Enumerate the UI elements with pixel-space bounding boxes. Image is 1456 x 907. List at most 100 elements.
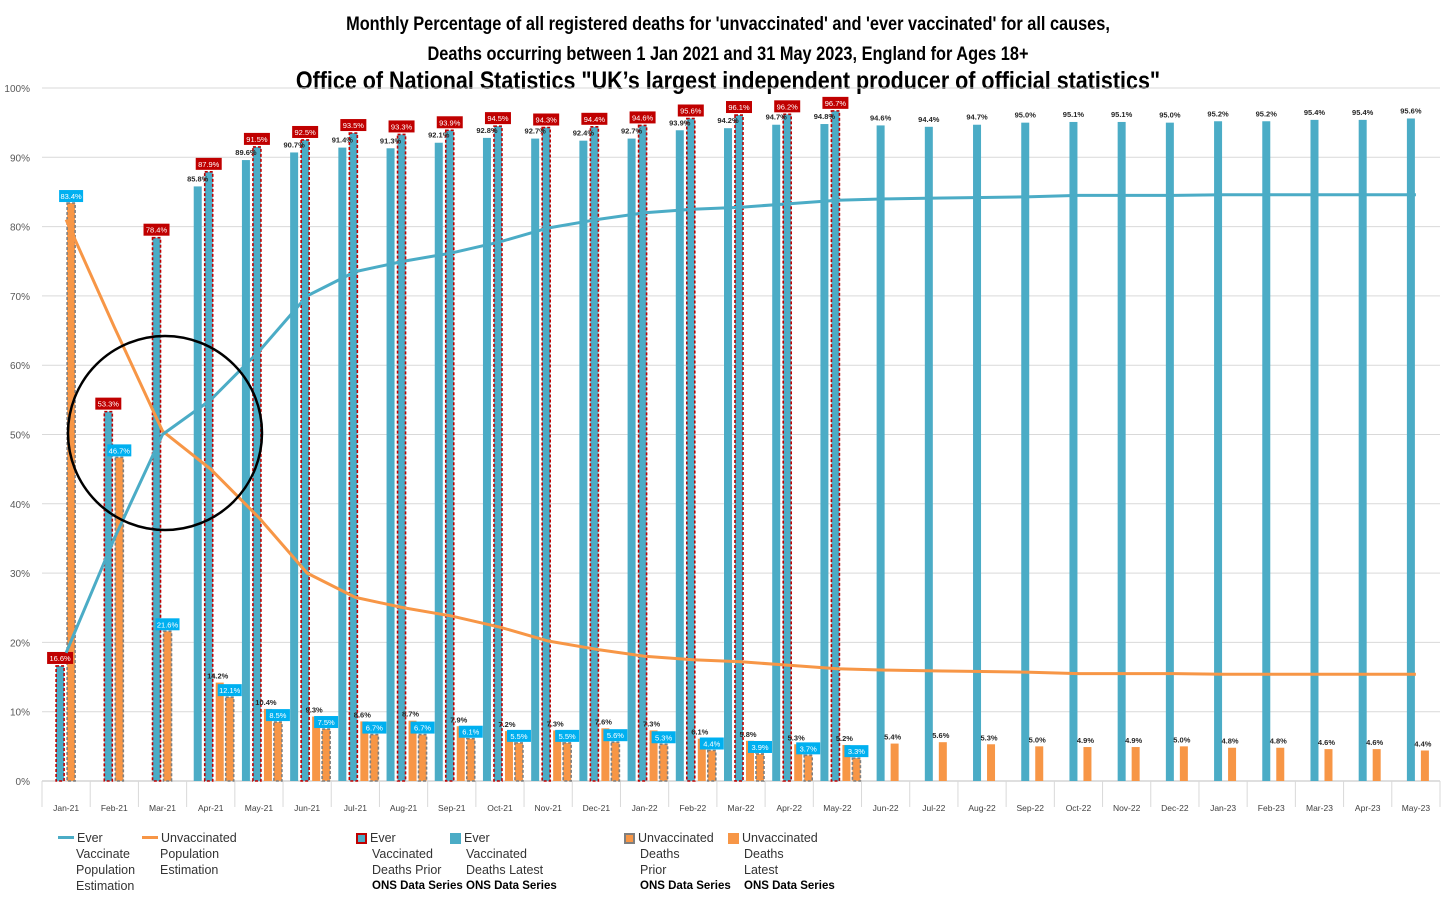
bar-ever-vaccinated-deaths-latest [675,130,684,781]
data-label-box-ever-prior [243,132,270,145]
data-label-unvax-prior: 6.7% [414,724,431,733]
data-label-ever-latest: 95.4% [1304,108,1326,117]
bar-unvaccinated-deaths-latest [1083,747,1092,781]
data-label-unvax-latest: 7.6% [595,717,612,726]
legend-text: Estimation [76,879,135,893]
data-label-ever-prior: 91.5% [246,135,268,144]
data-label-box-unvax-prior [362,721,387,734]
bar-unvaccinated-deaths-latest [987,744,996,781]
data-label-ever-prior: 94.4% [584,115,606,124]
data-label-ever-latest: 94.4% [918,115,940,124]
bar-unvaccinated-deaths-latest [1372,749,1381,781]
bar-unvaccinated-deaths-prior [114,456,125,782]
line-ever-vaccinate-population-estimation [64,193,1416,654]
bar-unvaccinated-deaths-prior [321,728,331,782]
bar-ever-vaccinated-deaths-prior [782,113,793,782]
bar-ever-vaccinated-deaths-latest [724,128,732,782]
data-label-ever-prior: 95.6% [680,106,702,115]
x-tick-label: Aug-21 [390,803,418,813]
x-tick-label: Nov-22 [1113,803,1141,813]
x-tick-label: Jan-22 [632,803,658,813]
data-label-box-ever-prior [143,223,170,236]
chart-title-line-3: Office of National Statistics "UK’s larg… [295,67,1161,95]
chart-title-line-2: Deaths occurring between 1 Jan 2021 and … [427,44,1029,65]
bar-unvaccinated-deaths-latest [697,738,706,781]
data-label-ever-prior: 96.1% [728,103,750,112]
bar-ever-vaccinated-deaths-prior [734,114,744,782]
x-tick-label: Feb-22 [679,803,706,813]
x-tick-label: May-21 [245,803,274,813]
data-label-unvax-prior: 5.5% [559,732,576,741]
bar-unvaccinated-deaths-latest [601,728,610,781]
bar-ever-vaccinated-deaths-prior [444,129,455,782]
bar-ever-vaccinated-deaths-prior [396,133,407,782]
data-label-box-unvax-prior [699,737,724,750]
y-tick-label: 20% [10,638,30,649]
data-label-unvax-latest: 5.3% [788,733,805,742]
data-label-box-unvax-prior [603,729,628,742]
bar-unvaccinated-deaths-prior [273,721,283,782]
data-label-ever-latest: 95.0% [1015,111,1037,120]
x-tick-label: May-23 [1402,803,1431,813]
legend-ever-vaccinate-population: Ever Vaccinate Population Estimation [58,830,135,894]
data-label-ever-prior: 96.2% [777,102,799,111]
data-label-unvax-prior: 12.1% [219,686,241,695]
data-label-box-ever-prior [388,120,415,133]
data-label-unvax-latest: 4.6% [1366,738,1383,747]
bar-ever-vaccinated-deaths-prior [685,117,696,782]
data-label-ever-prior: 78.4% [146,226,168,235]
legend-orange-swatch [728,833,739,845]
bar-ever-vaccinated-deaths-latest [579,140,588,782]
data-label-unvax-latest: 5.4% [884,733,901,742]
legend-text: Deaths Latest [466,863,544,877]
data-label-unvax-latest: 4.9% [1077,736,1094,745]
data-label-box-ever-prior [484,112,511,125]
data-label-unvax-latest: 5.6% [932,731,949,740]
data-label-ever-latest: 95.0% [1159,111,1181,120]
x-tick-label: Feb-23 [1258,803,1285,813]
data-label-unvax-prior: 5.5% [510,732,527,741]
data-label-ever-latest: 92.1% [428,131,450,140]
data-label-ever-prior: 94.6% [632,113,654,122]
x-tick-label: Mar-23 [1306,803,1333,813]
bar-ever-vaccinated-deaths-latest [482,137,491,781]
data-label-ever-latest: 94.2% [717,116,739,125]
data-label-ever-latest: 85.8% [187,174,209,183]
data-label-unvax-prior: 5.3% [655,733,672,742]
data-label-ever-latest: 94.7% [766,113,788,122]
bar-unvaccinated-deaths-prior [224,696,235,782]
bar-unvaccinated-deaths-prior [66,202,76,782]
bar-unvaccinated-deaths-prior [162,630,173,782]
bar-ever-vaccinated-deaths-latest [1021,122,1030,781]
data-label-ever-prior: 93.3% [391,122,413,131]
bar-unvaccinated-deaths-prior [851,757,862,782]
data-label-ever-latest: 95.2% [1207,109,1229,118]
data-label-unvax-latest: 4.4% [1414,740,1431,749]
data-label-ever-latest: 95.4% [1352,108,1374,117]
data-label-box-unvax-prior [844,745,869,758]
legend-source: ONS Data Series [372,880,463,892]
data-label-box-unvax-prior [555,729,580,742]
x-tick-label: Mar-21 [149,803,176,813]
x-tick-label: Aug-22 [968,803,996,813]
data-label-unvax-latest: 14.2% [207,672,229,681]
bar-unvaccinated-deaths-latest [312,716,321,781]
data-label-ever-latest: 92.8% [476,126,498,135]
bar-unvaccinated-deaths-latest [263,708,272,781]
bar-ever-vaccinated-deaths-latest [1310,119,1319,782]
data-label-box-unvax-prior [651,731,676,744]
data-label-unvax-latest: 5.0% [1029,735,1046,744]
bar-ever-vaccinated-deaths-latest [338,147,347,781]
bar-ever-vaccinated-deaths-latest [434,142,443,781]
legend-text: Prior [640,863,667,877]
bar-ever-vaccinated-deaths-latest [1165,122,1174,781]
bar-ever-vaccinated-deaths-prior [55,665,65,782]
legend-unvaccinated-deaths-latest: Unvaccinated Deaths Latest ONS Data Seri… [728,830,835,894]
data-label-ever-latest: 93.9% [669,118,691,127]
data-label-unvax-prior: 21.6% [157,620,179,629]
data-label-box-unvax-prior [155,618,180,631]
bar-unvaccinated-deaths-latest [842,744,851,781]
data-label-box-ever-prior [340,119,367,132]
data-label-unvax-latest: 5.3% [980,733,997,742]
legend-source: ONS Data Series [640,880,731,892]
